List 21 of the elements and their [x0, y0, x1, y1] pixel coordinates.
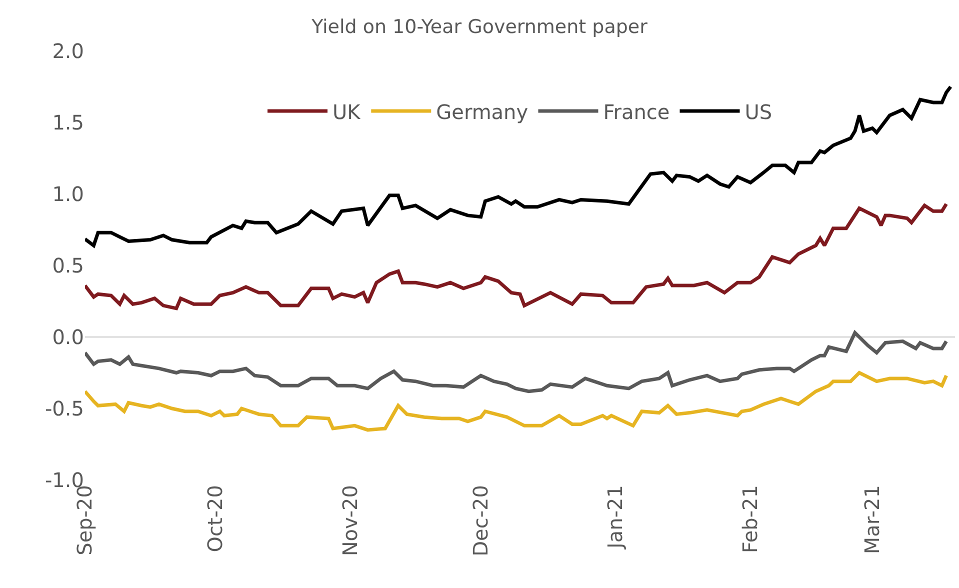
- legend-label: UK: [332, 100, 362, 124]
- x-tick-label: Jan-21: [603, 485, 628, 550]
- x-tick-label: Dec-20: [468, 485, 492, 556]
- y-tick-label: 1.0: [52, 182, 84, 206]
- line-series: [85, 202, 948, 310]
- line-series: [85, 85, 952, 248]
- legend-label: Germany: [436, 100, 528, 124]
- x-tick-label: Oct-20: [203, 485, 227, 552]
- line-series: [85, 371, 948, 432]
- x-tick-label: Nov-20: [338, 485, 362, 556]
- x-tick-label: Mar-21: [860, 485, 884, 554]
- y-tick-label: 1.5: [52, 110, 84, 134]
- line-series: [85, 330, 948, 394]
- y-tick-label: 2.0: [52, 39, 84, 63]
- legend-label: US: [744, 100, 772, 124]
- y-tick-label: 0.0: [52, 325, 84, 349]
- legend-label: France: [603, 100, 670, 124]
- x-tick-label: Feb-21: [738, 485, 762, 554]
- y-tick-label: -0.5: [44, 396, 84, 420]
- y-tick-label: 0.5: [52, 254, 84, 278]
- chart-title: Yield on 10-Year Government paper: [310, 16, 648, 38]
